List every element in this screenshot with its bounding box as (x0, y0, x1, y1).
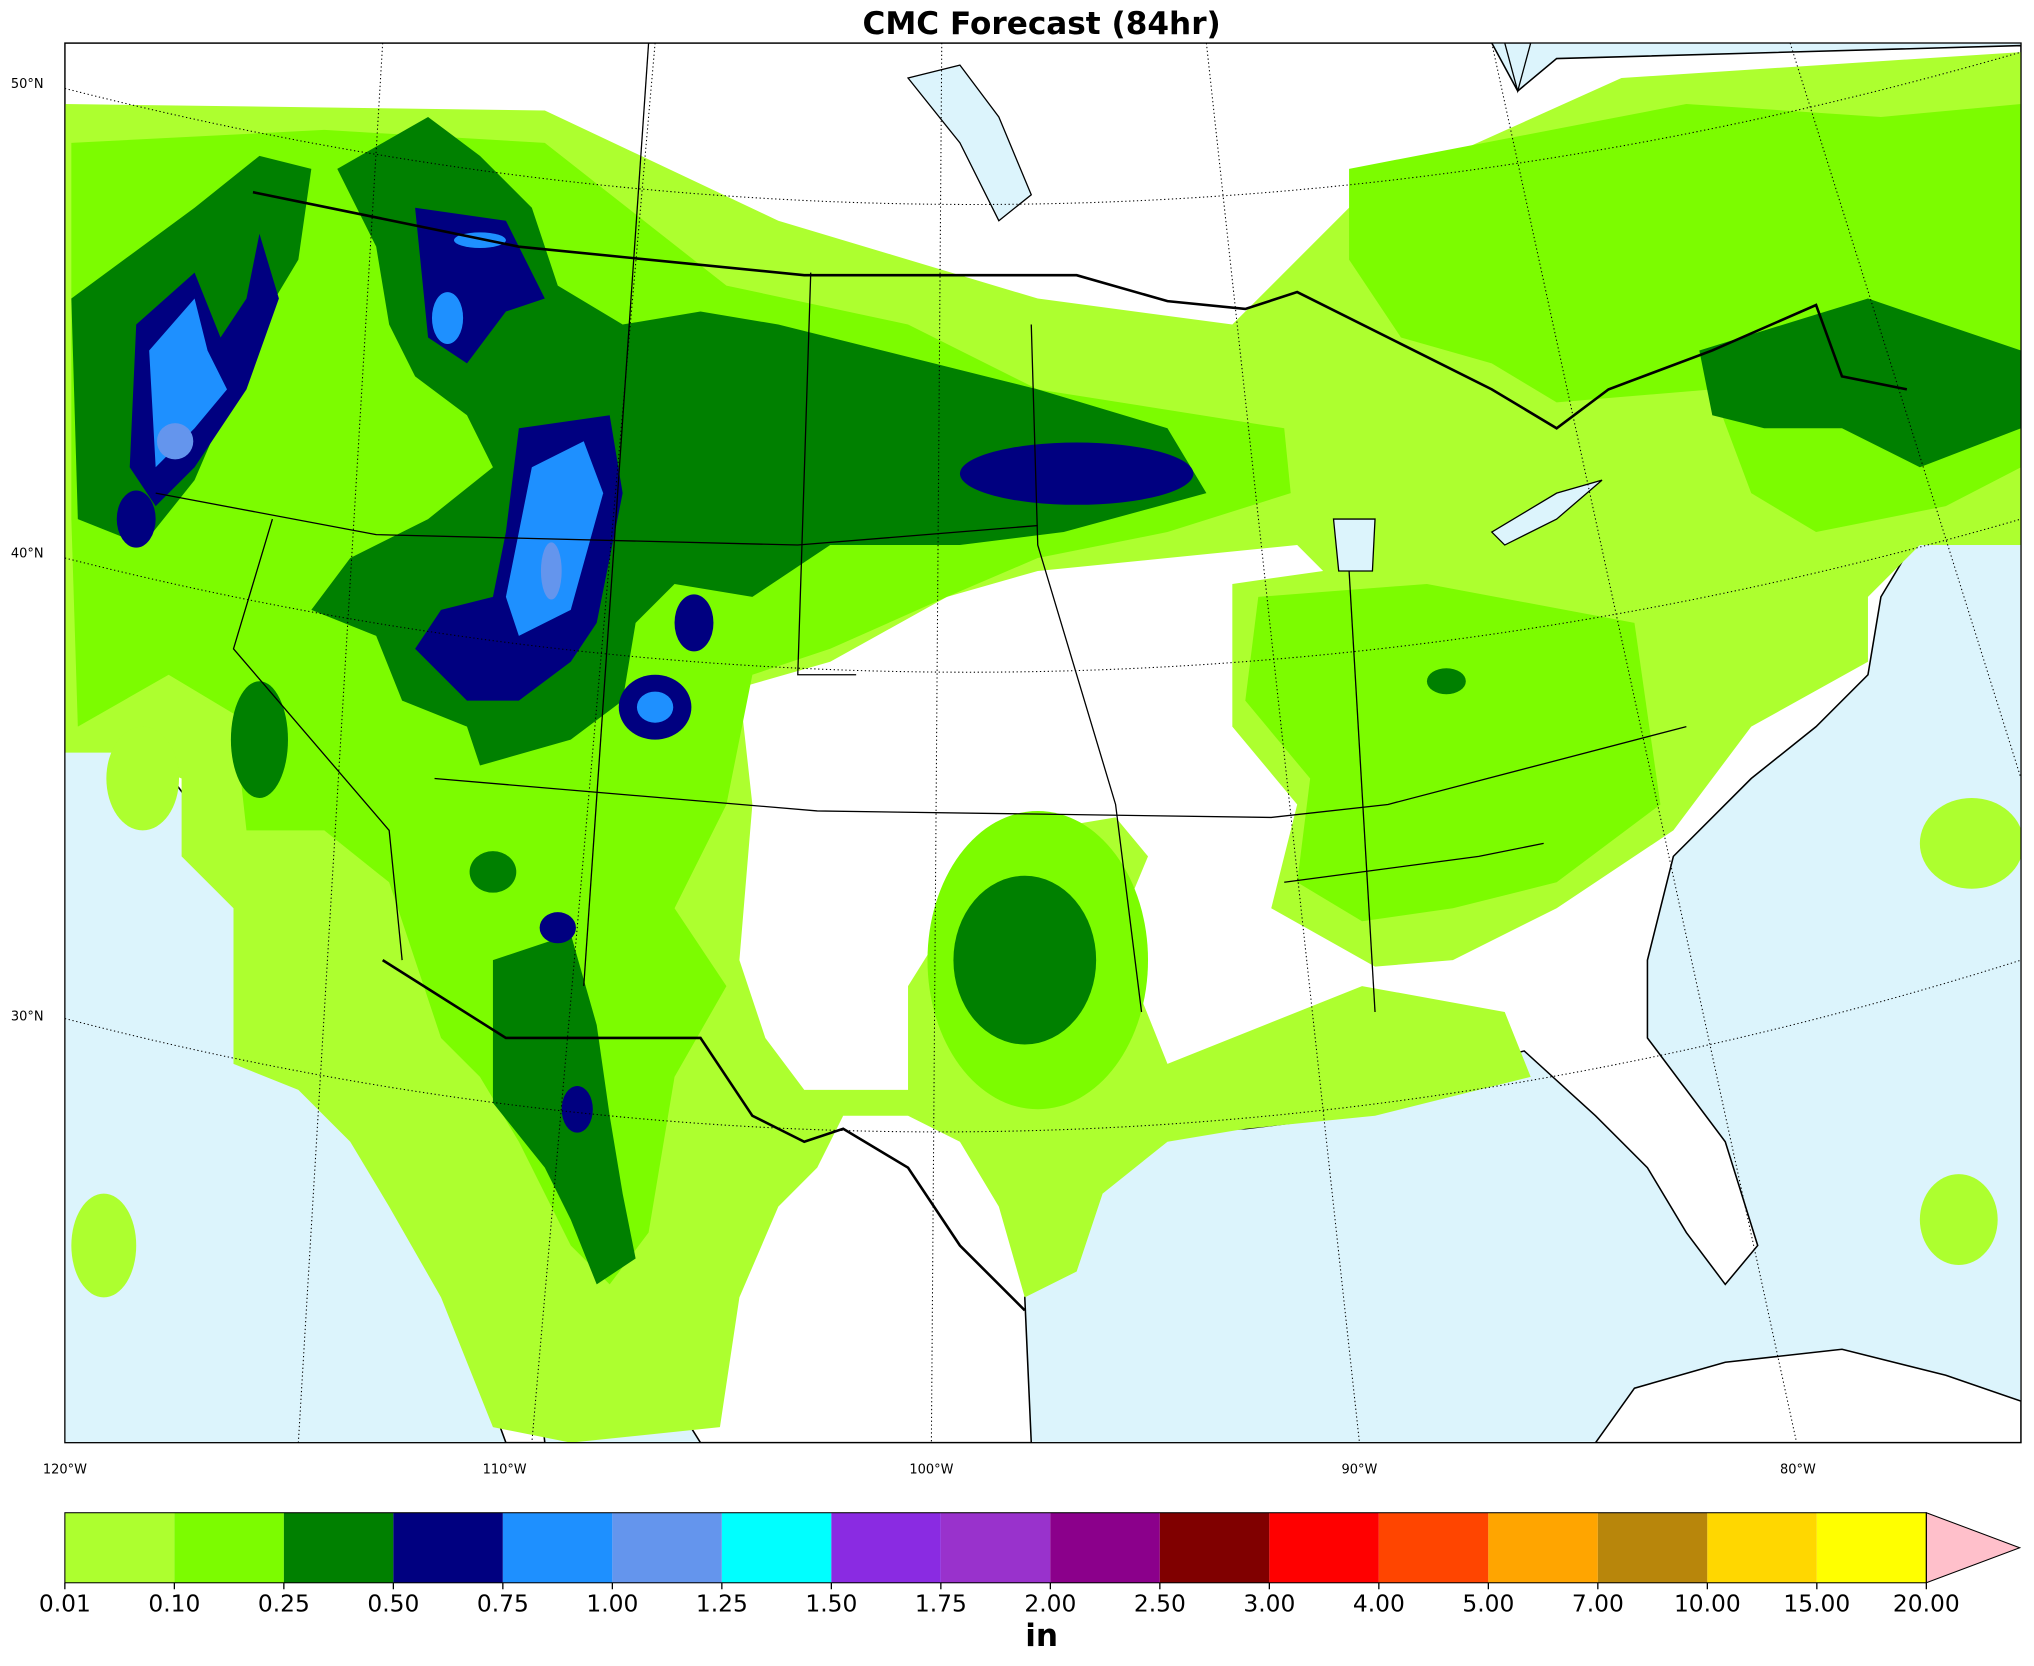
colorbar-tick-label: 1.75 (915, 1589, 967, 1617)
lon-label: 80°W (1780, 1462, 1816, 1477)
colorbar-box (1050, 1512, 1160, 1583)
colorbar-box (1159, 1512, 1270, 1583)
colorbar-tick-label: 0.50 (367, 1589, 419, 1617)
colorbar-tick-label: 4.00 (1353, 1589, 1405, 1617)
colorbar-box (1488, 1512, 1598, 1583)
cuba (1594, 1348, 2022, 1443)
colorbar-tick-label: 2.50 (1134, 1589, 1186, 1617)
colorbar-tick-label: 0.75 (477, 1589, 529, 1617)
colorbar-extend (1925, 1511, 2022, 1584)
colorbar-tick-label: 7.00 (1572, 1589, 1624, 1617)
colorbar-frame (64, 1512, 1927, 1584)
state-lines (155, 43, 1687, 1013)
colorbar-tick-label: 15.00 (1783, 1589, 1850, 1617)
map (64, 43, 2022, 1443)
lon-label: 120°W (43, 1462, 87, 1477)
lat-label: 30°N (11, 1010, 44, 1025)
borders (252, 190, 1908, 1312)
colorbar-tick-label: 5.00 (1462, 1589, 1514, 1617)
precip (64, 52, 2022, 1443)
colorbar-box (502, 1512, 613, 1583)
colorbar-tick-label: 0.01 (39, 1589, 91, 1617)
colorbar-box (393, 1512, 503, 1583)
lon-label: 90°W (1342, 1462, 1378, 1477)
colorbar-box (721, 1512, 832, 1583)
lakes (906, 43, 1603, 572)
colorbar-box (174, 1512, 284, 1583)
colorbar-box (1816, 1512, 1927, 1583)
colorbar-tick-label: 0.25 (258, 1589, 310, 1617)
graticule (64, 43, 2022, 1443)
lat-label: 50°N (11, 77, 44, 92)
colorbar-tick-label: 1.25 (696, 1589, 748, 1617)
colorbar-tick-label: 3.00 (1243, 1589, 1295, 1617)
title: CMC Forecast (84hr) (862, 6, 1220, 42)
colorbar-box (940, 1512, 1051, 1583)
colorbar-box (1707, 1512, 1817, 1583)
map-frame (64, 42, 2022, 1444)
colorbar-box (64, 1512, 175, 1583)
colorbar-box (1597, 1512, 1708, 1583)
colorbar-unit: in (1025, 1618, 1058, 1654)
colorbar-box (1269, 1512, 1379, 1583)
colorbar-tick-label: 2.00 (1024, 1589, 1076, 1617)
colorbar-box (1378, 1512, 1489, 1583)
colorbar-box (612, 1512, 722, 1583)
lon-label: 100°W (909, 1462, 953, 1477)
lat-label: 40°N (11, 547, 44, 562)
colorbar-tick-label: 0.10 (148, 1589, 200, 1617)
colorbar-tick-label: 20.00 (1893, 1589, 1960, 1617)
colorbar-tick-label: 1.50 (805, 1589, 857, 1617)
colorbar-box (831, 1512, 941, 1583)
colorbar-tick-label: 10.00 (1674, 1589, 1741, 1617)
lon-label: 110°W (483, 1462, 527, 1477)
colorbar-box (283, 1512, 394, 1583)
colorbar-tick-label: 1.00 (586, 1589, 638, 1617)
